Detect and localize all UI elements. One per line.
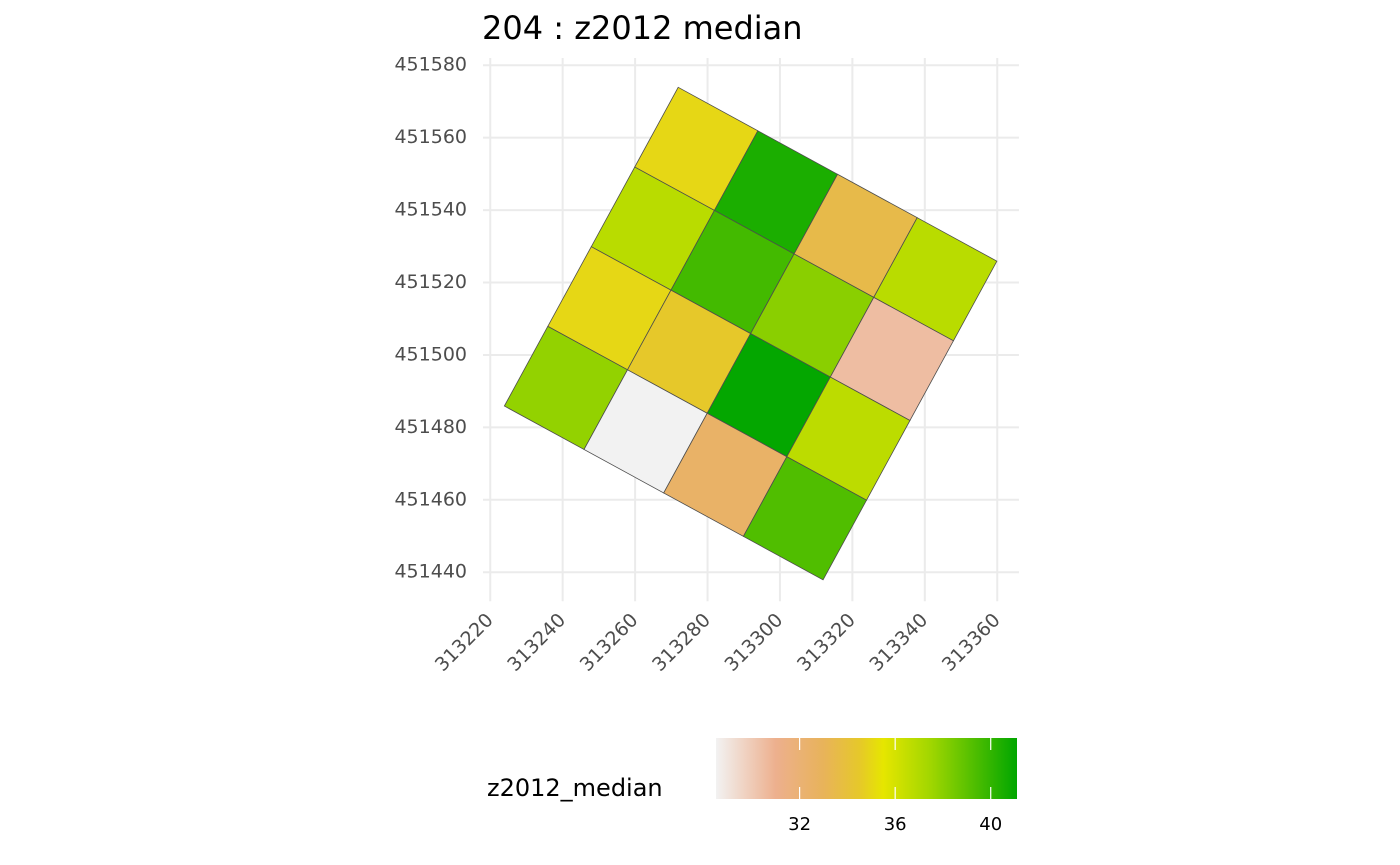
x-tick-label: 313220 <box>431 609 498 676</box>
chart-title: 204 : z2012 median <box>482 9 803 47</box>
y-tick-label: 451440 <box>394 561 467 583</box>
map-cell <box>742 456 868 581</box>
y-tick-label: 451500 <box>394 343 467 365</box>
legend-tick-label: 40 <box>979 814 1002 835</box>
y-tick-label: 451460 <box>394 488 467 510</box>
legend-bar <box>716 738 1017 799</box>
y-tick-label: 451520 <box>394 271 467 293</box>
x-tick-label: 313340 <box>865 609 932 676</box>
x-tick-label: 313280 <box>648 609 715 676</box>
x-tick-label: 313300 <box>721 609 788 676</box>
legend-tick-label: 36 <box>884 814 907 835</box>
x-tick-label: 313360 <box>938 609 1005 676</box>
legend-tick-label: 32 <box>788 814 811 835</box>
y-tick-label: 451560 <box>394 126 467 148</box>
y-tick-label: 451480 <box>394 416 467 438</box>
x-tick-label: 313260 <box>576 609 643 676</box>
legend-title: z2012_median <box>487 774 663 802</box>
y-tick-label: 451580 <box>394 54 467 76</box>
x-tick-label: 313240 <box>503 609 570 676</box>
x-tick-label: 313320 <box>793 609 860 676</box>
y-tick-label: 451540 <box>394 199 467 221</box>
